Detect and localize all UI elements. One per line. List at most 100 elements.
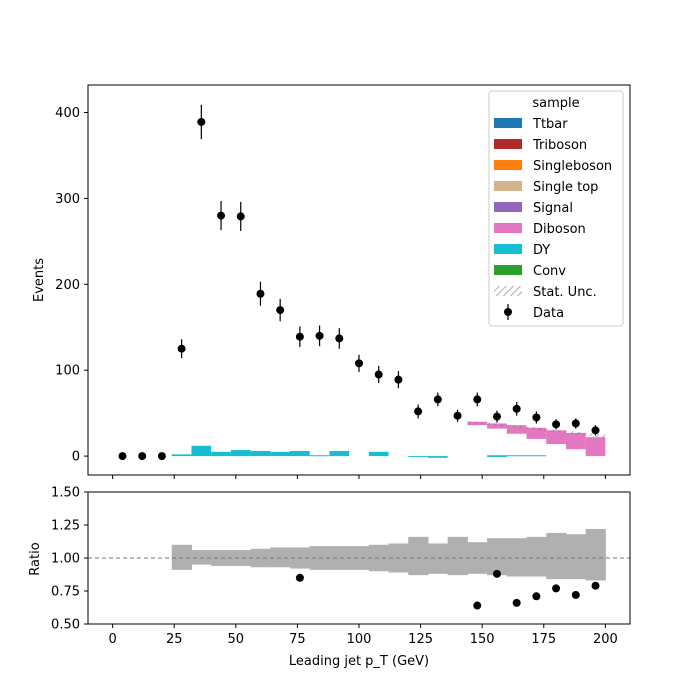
legend-swatch-stat-unc- <box>494 286 522 296</box>
bar-diboson <box>585 437 606 457</box>
data-point <box>492 412 501 421</box>
legend-label-ttbar: Ttbar <box>532 117 568 132</box>
data-point <box>118 452 127 461</box>
legend-swatch-diboson <box>494 223 522 233</box>
bar-dy <box>427 456 448 458</box>
ratio-y-tick-label: 0.50 <box>51 618 80 633</box>
bar-dy <box>211 451 231 457</box>
bar-dy <box>250 450 271 457</box>
ratio-x-tick-label: 100 <box>347 632 372 647</box>
legend-swatch-ttbar <box>494 118 522 128</box>
stat-uncertainty-band <box>467 420 606 439</box>
bar-dy <box>290 450 310 457</box>
ratio-unc-bin <box>585 528 606 581</box>
data-point <box>335 334 344 343</box>
bar-diboson <box>506 425 527 434</box>
legend-label-singleboson: Singleboson <box>533 159 612 174</box>
ratio-x-tick-label: 0 <box>108 632 116 647</box>
ratio-unc-bin <box>526 536 547 577</box>
bar-dy <box>487 455 507 457</box>
data-point <box>394 375 403 384</box>
legend-swatch-single-top <box>494 181 522 191</box>
main-y-tick-label: 100 <box>55 364 80 379</box>
data-point <box>433 395 442 404</box>
main-y-ticks: 0 100 200 300 400 <box>55 106 88 465</box>
bar-dy <box>309 455 330 457</box>
ratio-point <box>591 581 600 590</box>
ratio-unc-bin <box>546 532 567 580</box>
ratio-unc-bin <box>349 546 370 570</box>
ratio-unc-bin <box>230 550 252 566</box>
ratio-y-axis-label: Ratio <box>28 542 43 575</box>
legend-label-stat-unc-: Stat. Unc. <box>533 285 597 300</box>
bar-dy <box>270 451 291 457</box>
legend-swatch-dy <box>494 244 522 254</box>
ratio-point <box>552 584 561 593</box>
bar-dy <box>191 445 212 457</box>
ratio-x-ticks: 0 25 50 75 100 125 150 175 200 <box>108 624 618 647</box>
main-y-tick-label: 300 <box>55 192 80 207</box>
ratio-unc-bin <box>408 536 429 576</box>
main-x-ticks <box>112 475 606 479</box>
data-point <box>355 359 363 368</box>
bar-diboson <box>526 427 547 439</box>
legend-label-single-top: Single top <box>533 180 598 195</box>
ratio-point <box>571 590 580 599</box>
legend-marker-data <box>504 308 512 316</box>
bar-dy <box>329 450 350 457</box>
ratio-unc-bin <box>191 550 212 565</box>
ratio-x-tick-label: 75 <box>289 632 306 647</box>
ratio-unc-bin <box>506 538 528 577</box>
ratio-point <box>473 601 482 610</box>
data-point <box>552 420 561 429</box>
data-point <box>414 407 423 416</box>
bar-dy <box>368 451 389 457</box>
x-axis-label: Leading jet p_T (GeV) <box>289 654 429 669</box>
ratio-unc-bin <box>565 534 587 580</box>
ratio-unc-bin <box>427 543 449 574</box>
bar-dy <box>171 454 192 457</box>
data-point <box>177 344 186 353</box>
legend-label-conv: Conv <box>533 264 566 279</box>
data-point <box>453 411 462 420</box>
ratio-unc-bin <box>171 544 192 570</box>
ratio-point <box>512 598 521 607</box>
legend-swatch-triboson <box>494 139 522 149</box>
data-points <box>118 104 600 461</box>
ratio-point <box>295 573 304 582</box>
ratio-unc-bin <box>467 542 488 574</box>
data-point <box>532 413 541 422</box>
ratio-y-tick-label: 0.75 <box>51 585 80 600</box>
main-y-axis-label: Events <box>32 258 47 302</box>
data-point <box>591 426 600 435</box>
ratio-point <box>492 569 501 578</box>
legend-swatch-conv <box>494 265 522 275</box>
data-point <box>236 212 245 221</box>
ratio-unc-bin <box>447 536 468 576</box>
bar-dy <box>408 456 428 458</box>
ratio-unc-bin <box>250 548 271 568</box>
data-point <box>295 332 304 341</box>
stacked-histogram <box>171 421 606 458</box>
ratio-plot-panel: 0.50 0.75 1.00 1.25 1.50 0 25 50 75 100 125 150 175… <box>28 486 631 669</box>
legend: sample Ttbar Triboson Singleboson Single to… <box>488 90 624 327</box>
ratio-y-tick-label: 1.25 <box>51 519 80 534</box>
ratio-unc-bin <box>329 546 350 570</box>
ratio-y-tick-label: 1.00 <box>51 552 80 567</box>
bar-diboson <box>546 430 566 445</box>
stat-unc-hatch <box>467 420 606 439</box>
bar-diboson <box>565 432 586 450</box>
ratio-x-tick-label: 25 <box>166 632 183 647</box>
ratio-y-ticks: 0.50 0.75 1.00 1.25 1.50 <box>51 486 88 633</box>
ratio-x-tick-label: 150 <box>470 632 495 647</box>
ratio-x-tick-label: 50 <box>228 632 245 647</box>
ratio-point <box>532 592 541 601</box>
ratio-unc-bin <box>270 547 291 568</box>
legend-label-dy: DY <box>533 243 550 258</box>
legend-box <box>488 90 624 327</box>
legend-label-diboson: Diboson <box>533 222 586 237</box>
data-point <box>217 211 226 220</box>
data-point <box>197 117 206 126</box>
data-point <box>138 452 147 461</box>
